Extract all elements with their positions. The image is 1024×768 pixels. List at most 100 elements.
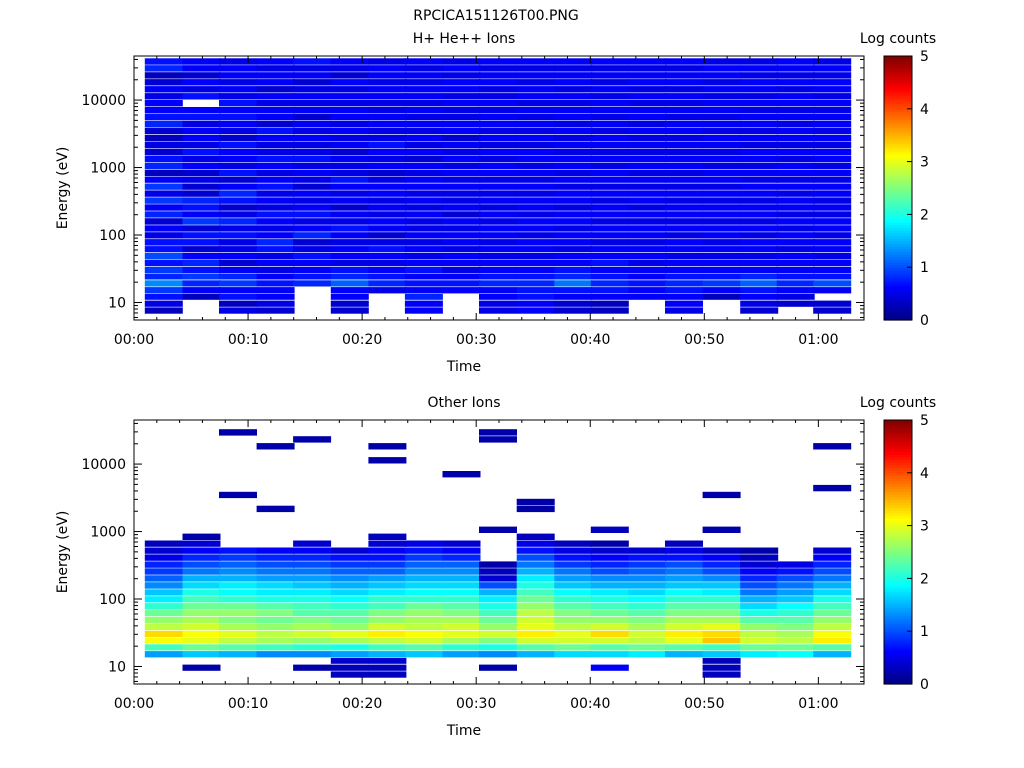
heatmap-cell: [368, 197, 407, 204]
heatmap-cell: [404, 58, 443, 65]
heatmap-cell: [479, 300, 517, 307]
colorbar-swatch: [884, 58, 912, 62]
heatmap-cell: [590, 107, 629, 114]
heatmap-cell: [479, 183, 517, 190]
panels: 00:00 00:10 00:20 00:30 00:40 00:50 01:0010100…: [55, 31, 936, 739]
heatmap-cell: [665, 86, 703, 93]
colorbar-frame: [883, 419, 913, 685]
heatmap-cell: [776, 72, 815, 79]
colorbar-swatch: [884, 541, 912, 545]
heatmap-cell: [182, 218, 221, 225]
heatmap-cell: [590, 218, 629, 225]
heatmap-cell: [144, 596, 183, 603]
heatmap-cell: [813, 637, 852, 644]
heatmap-cell: [702, 134, 741, 142]
colorbar-swatch: [884, 85, 912, 89]
colorbar-swatch: [884, 108, 912, 113]
heatmap-cell: [554, 239, 593, 246]
colorbar-swatch: [884, 459, 912, 463]
heatmap-cell: [144, 307, 183, 314]
heatmap-cell: [590, 300, 629, 307]
heatmap-cell: [590, 644, 629, 651]
heatmap-cell: [256, 100, 295, 107]
colorbar-swatch: [884, 309, 912, 313]
colorbar-swatch: [884, 654, 912, 659]
heatmap-cell: [368, 246, 407, 253]
heatmap-cell: [776, 204, 815, 211]
heatmap-cell: [702, 183, 741, 190]
heatmap-cell: [144, 93, 183, 100]
colorbar-swatch: [884, 283, 912, 287]
heatmap-cell: [144, 637, 183, 644]
heatmap-cell: [219, 273, 257, 280]
heatmap-cell: [702, 176, 741, 183]
colorbar-swatch: [884, 288, 912, 292]
y-tick-label: 100: [99, 228, 126, 244]
heatmap-cell: [404, 65, 443, 72]
heatmap-cell: [516, 644, 555, 651]
heatmap-cell: [144, 100, 183, 107]
heatmap-cell: [256, 307, 295, 314]
colorbar-swatch: [884, 217, 912, 221]
heatmap-cell: [256, 169, 295, 176]
heatmap-cell: [776, 630, 815, 638]
heatmap-cell: [665, 204, 703, 211]
heatmap-cell: [182, 141, 221, 149]
panel-1: 00:00 00:10 00:20 00:30 00:40 00:50 01:0010100…: [55, 395, 936, 739]
heatmap-cell: [182, 540, 221, 547]
heatmap-cell: [590, 589, 629, 596]
colorbar-swatch: [884, 520, 912, 524]
colorbar-swatch: [884, 240, 912, 245]
heatmap-cell: [479, 211, 517, 218]
heatmap-cell: [479, 644, 517, 651]
heatmap-cell: [144, 610, 183, 617]
heatmap-cell: [554, 107, 593, 114]
heatmap-cell: [740, 79, 779, 86]
heatmap-cell: [702, 100, 741, 107]
heatmap-cell: [404, 113, 443, 121]
colorbar-swatch: [884, 95, 912, 99]
heatmap-cell: [144, 561, 183, 568]
heatmap-cell: [293, 204, 332, 211]
heatmap-cell: [813, 190, 852, 197]
colorbar-swatch: [884, 475, 912, 479]
heatmap-cell: [665, 610, 703, 617]
colorbar-swatch: [884, 103, 912, 107]
heatmap-cell: [554, 547, 593, 554]
heatmap-cell: [628, 293, 667, 300]
colorbar-swatch: [884, 269, 912, 274]
heatmap-cell: [776, 86, 815, 93]
x-tick-label: 00:10: [228, 696, 268, 712]
heatmap-cell: [479, 169, 517, 176]
heatmap-cell: [144, 253, 183, 260]
heatmap-cell: [256, 218, 295, 225]
colorbar-tick-label: 2: [920, 207, 929, 223]
colorbar-swatch: [884, 536, 912, 540]
heatmap-cell: [293, 148, 332, 156]
heatmap-cell: [740, 232, 779, 239]
heatmap-cell: [442, 651, 481, 658]
heatmap-cell: [813, 307, 852, 314]
heatmap-cell: [293, 568, 332, 575]
colorbar-swatch: [884, 106, 912, 110]
heatmap-cell: [628, 623, 667, 631]
heatmap-cell: [330, 589, 369, 596]
heatmap-cell: [516, 554, 555, 561]
heatmap-cell: [628, 225, 667, 232]
colorbar-swatch: [884, 232, 912, 237]
heatmap-cell: [404, 568, 443, 575]
heatmap-cell: [368, 266, 407, 274]
heatmap-cell: [702, 637, 741, 644]
heatmap-cell: [219, 113, 257, 121]
heatmap-cell: [590, 582, 629, 589]
heatmap-cell: [776, 259, 815, 267]
heatmap-cell: [182, 246, 221, 253]
colorbar-swatch: [884, 604, 912, 609]
heatmap-cell: [404, 100, 443, 107]
heatmap-cell: [368, 575, 407, 582]
heatmap-cell: [740, 259, 779, 267]
heatmap-cell: [219, 554, 257, 561]
heatmap-cell: [628, 65, 667, 72]
colorbar-swatch: [884, 533, 912, 537]
colorbar-swatch: [884, 272, 912, 276]
